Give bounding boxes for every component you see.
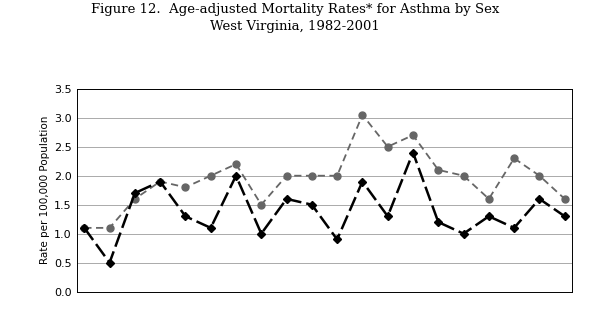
Y-axis label: Rate per 100,000 Population: Rate per 100,000 Population xyxy=(40,116,50,264)
Text: Figure 12.  Age-adjusted Mortality Rates* for Asthma by Sex
West Virginia, 1982-: Figure 12. Age-adjusted Mortality Rates*… xyxy=(91,3,499,33)
